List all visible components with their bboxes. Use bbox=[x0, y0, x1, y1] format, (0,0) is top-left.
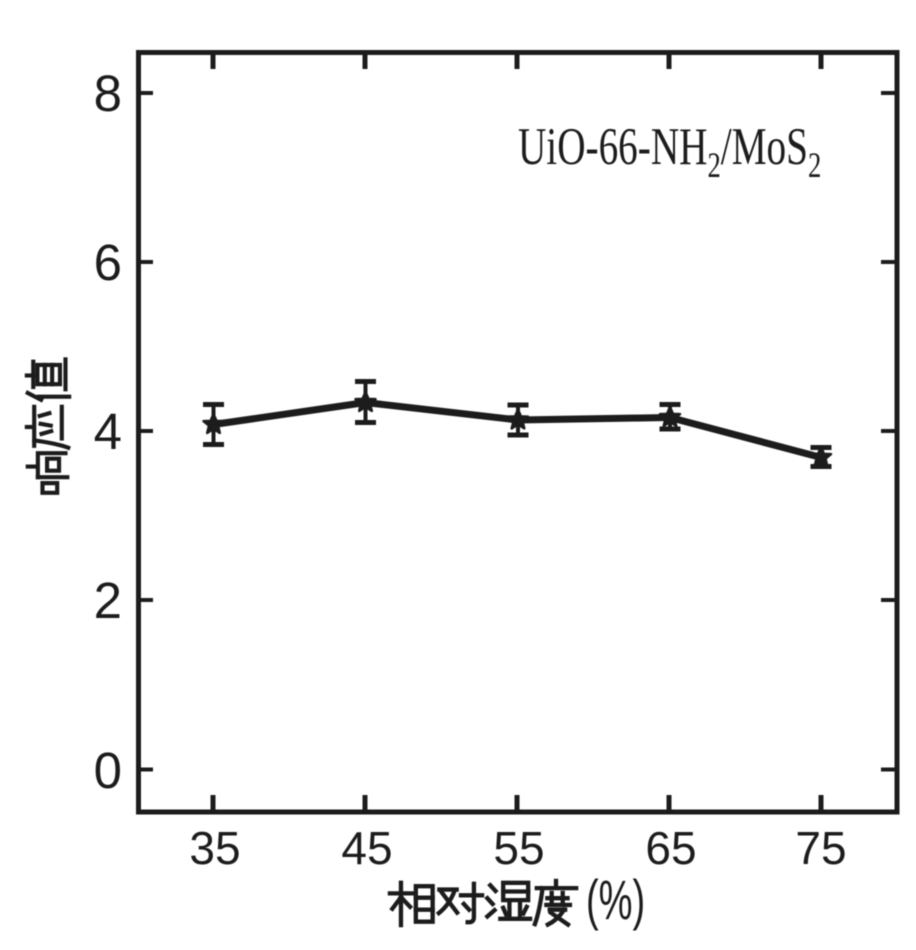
svg-text:75: 75 bbox=[795, 822, 846, 874]
svg-text:(%): (%) bbox=[586, 870, 645, 932]
svg-text:55: 55 bbox=[493, 822, 544, 874]
svg-text:4: 4 bbox=[94, 403, 122, 460]
svg-text:35: 35 bbox=[189, 822, 240, 874]
svg-text:0: 0 bbox=[94, 742, 122, 799]
svg-text:2: 2 bbox=[94, 572, 122, 629]
svg-text:6: 6 bbox=[94, 234, 122, 291]
svg-text:45: 45 bbox=[341, 822, 392, 874]
svg-text:65: 65 bbox=[645, 822, 696, 874]
svg-text:UiO-66-NH2/MoS2: UiO-66-NH2/MoS2 bbox=[518, 117, 821, 185]
svg-text:8: 8 bbox=[94, 65, 122, 122]
